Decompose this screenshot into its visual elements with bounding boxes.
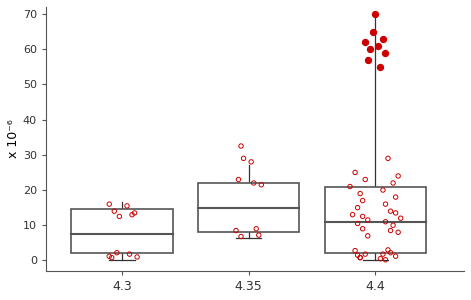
Point xyxy=(392,211,399,215)
Point xyxy=(390,181,397,185)
Point xyxy=(387,209,394,214)
Point xyxy=(397,216,405,220)
Point xyxy=(123,203,131,208)
Point xyxy=(126,252,133,256)
Point xyxy=(364,57,372,62)
Point xyxy=(357,255,364,260)
Point xyxy=(364,218,372,222)
Point xyxy=(133,254,141,259)
Point xyxy=(382,50,389,55)
Point xyxy=(346,184,354,189)
Point xyxy=(359,198,366,203)
Point xyxy=(357,255,364,260)
Point xyxy=(232,228,240,233)
Point xyxy=(106,254,113,259)
Point xyxy=(240,156,247,161)
Point xyxy=(392,195,399,200)
Point xyxy=(361,40,369,45)
Point xyxy=(108,255,115,260)
Bar xyxy=(325,187,426,254)
Bar xyxy=(71,209,172,254)
Point xyxy=(394,230,402,235)
Point xyxy=(387,228,394,233)
Point xyxy=(372,12,379,16)
Point xyxy=(364,233,372,238)
Point xyxy=(394,174,402,178)
Point xyxy=(237,144,245,148)
Point xyxy=(377,256,384,261)
Point xyxy=(131,211,138,215)
Point xyxy=(382,202,389,206)
Point xyxy=(247,160,255,164)
Point xyxy=(106,202,113,206)
Point xyxy=(377,64,384,69)
Point xyxy=(115,214,123,219)
Point xyxy=(384,156,392,161)
Point xyxy=(361,177,369,182)
Point xyxy=(250,181,258,185)
Point xyxy=(379,188,387,192)
Point xyxy=(235,177,242,182)
Point xyxy=(255,233,262,238)
Point xyxy=(379,252,387,256)
Point xyxy=(382,219,389,224)
Point xyxy=(349,212,356,217)
Point xyxy=(369,29,377,34)
Point xyxy=(379,36,387,41)
Point xyxy=(128,212,136,217)
Point xyxy=(351,170,359,175)
Point xyxy=(237,234,245,239)
Point xyxy=(354,205,361,210)
Y-axis label: x 10⁻⁶: x 10⁻⁶ xyxy=(7,120,20,158)
Point xyxy=(392,254,399,259)
Point xyxy=(111,209,118,214)
Point xyxy=(382,257,389,262)
Point xyxy=(351,248,359,253)
Bar xyxy=(198,183,299,232)
Point xyxy=(374,43,382,48)
Point xyxy=(258,182,265,187)
Point xyxy=(113,250,121,255)
Point xyxy=(359,214,366,219)
Point xyxy=(357,191,364,196)
Point xyxy=(252,226,260,231)
Point xyxy=(387,250,394,255)
Point xyxy=(354,253,361,258)
Point xyxy=(390,223,397,228)
Point xyxy=(354,221,361,226)
Point xyxy=(366,47,374,52)
Point xyxy=(384,248,392,252)
Point xyxy=(361,252,369,256)
Point xyxy=(359,226,366,231)
